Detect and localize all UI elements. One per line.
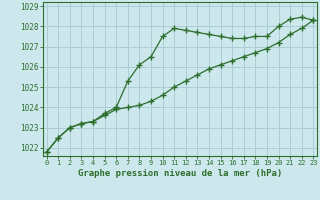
X-axis label: Graphe pression niveau de la mer (hPa): Graphe pression niveau de la mer (hPa) [78,169,282,178]
